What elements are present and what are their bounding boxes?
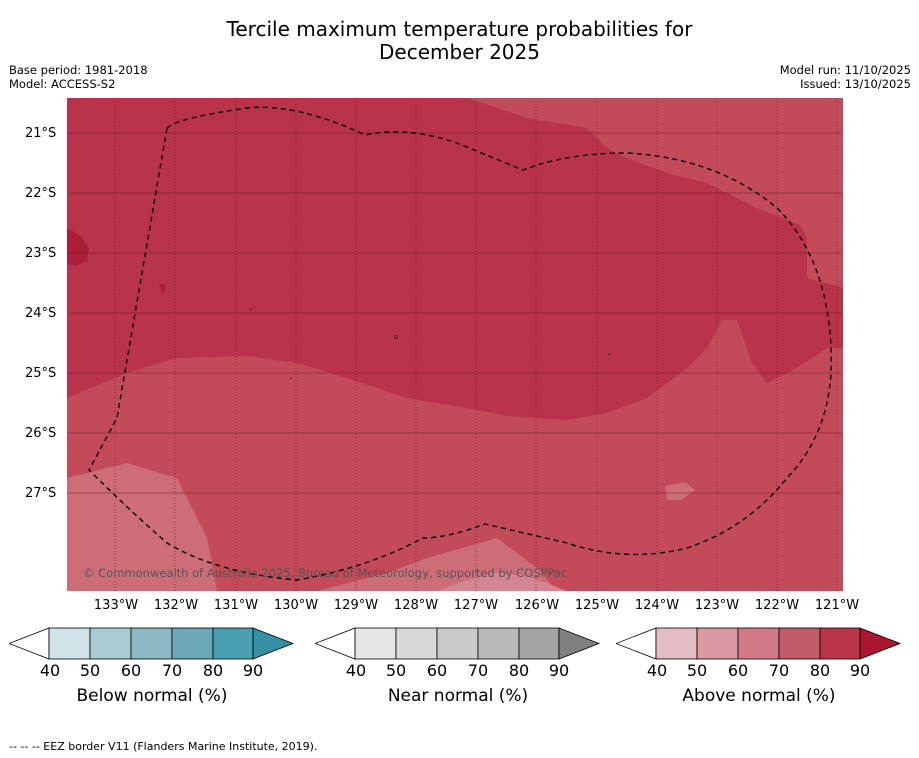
lat-label: 21°S [25,126,57,141]
lon-label: 132°W [153,598,199,613]
lon-label: 130°W [273,598,319,613]
lon-label: 122°W [754,598,800,613]
lat-label: 27°S [25,486,57,501]
cbar-swatch [89,627,132,660]
region-dark [67,98,843,420]
cbar-swatch [696,627,739,660]
lat-label: 22°S [25,186,57,201]
cbar-swatch [558,627,601,660]
cbar-swatch [395,627,438,660]
colorbar-above-title: Above normal (%) [682,686,836,706]
lon-label: 129°W [333,598,379,613]
cbar-tick: 80 [809,661,831,680]
cbar-swatch [737,627,780,660]
cbar-tick: 60 [426,661,448,680]
colorbar-below-swatches [9,627,295,660]
region-light-patch [665,482,695,500]
cbar-tick: 70 [768,661,790,680]
probability-map: o [67,98,843,591]
model-name: Model: ACCESS-S2 [9,77,116,91]
cbar-swatch [252,627,295,660]
graticule [67,132,843,494]
lon-label: 124°W [634,598,680,613]
region-darkest-spot [159,284,166,296]
colorbar-near-title: Near normal (%) [387,686,529,706]
model-run: Model run: 11/10/2025 [779,63,911,77]
left-metadata: Base period: 1981-2018 Model: ACCESS-S2 [9,63,148,91]
cbar-tick: 60 [727,661,749,680]
title-line-1: Tercile maximum temperature probabilitie… [226,17,693,41]
cbar-tick: 80 [202,661,224,680]
cbar-swatch [48,627,91,660]
right-metadata: Model run: 11/10/2025 Issued: 13/10/2025 [780,63,911,91]
eez-border [88,106,833,581]
island-dot-3 [608,353,610,355]
lon-label: 127°W [453,598,499,613]
lon-label: 125°W [574,598,620,613]
cbar-swatch [518,627,560,660]
lat-label: 25°S [25,366,57,381]
region-lighter-bottom [437,573,567,591]
lon-label: 131°W [213,598,259,613]
cbar-tick: 90 [849,661,871,680]
cbar-swatch [477,627,520,660]
cbar-tick: 80 [508,661,530,680]
cbar-tick: 40 [646,661,668,680]
cbar-swatch [9,627,50,660]
lon-label: 121°W [814,598,860,613]
cbar-swatch [616,627,657,660]
meridians [114,98,838,591]
cbar-swatch [436,627,479,660]
island-dot-1 [250,308,252,310]
cbar-tick: 90 [242,661,264,680]
cbar-swatch [859,627,902,660]
lat-label: 23°S [25,246,57,261]
base-period: Base period: 1981-2018 [9,63,148,77]
cbar-swatch [819,627,861,660]
colorbar-above-swatches [616,627,902,660]
colorbar-below-title: Below normal (%) [76,686,228,706]
cbar-swatch [354,627,397,660]
cbar-tick: 90 [548,661,570,680]
copyright-notice: © Commonwealth of Australia 2025, Bureau… [83,566,568,580]
region-light-east [757,150,843,238]
lat-label: 24°S [25,306,57,321]
cbar-tick: 60 [120,661,142,680]
cbar-tick: 40 [39,661,61,680]
cbar-swatch [171,627,214,660]
lon-label: 133°W [93,598,139,613]
cbar-swatch [315,627,356,660]
chart-title: Tercile maximum temperature probabilitie… [0,18,919,64]
cbar-swatch [130,627,173,660]
cbar-tick: 70 [161,661,183,680]
cbar-swatch [212,627,254,660]
cbar-tick: 40 [345,661,367,680]
cbar-tick: 50 [79,661,101,680]
lon-label: 128°W [393,598,439,613]
issued-date: Issued: 13/10/2025 [800,77,911,91]
island-dot-2 [290,377,292,379]
map-panel: o [67,98,843,591]
cbar-swatch [778,627,821,660]
lon-label: 126°W [514,598,560,613]
cbar-tick: 70 [467,661,489,680]
cbar-tick: 50 [385,661,407,680]
cbar-tick: 50 [686,661,708,680]
colorbar-near-swatches [315,627,601,660]
eez-footnote: -- -- -- EEZ border V11 (Flanders Marine… [9,740,318,753]
island-mark: o [394,333,398,341]
lon-label: 123°W [694,598,740,613]
title-line-2: December 2025 [379,40,540,64]
cbar-swatch [655,627,698,660]
lat-label: 26°S [25,426,57,441]
region-darkest-west [67,228,89,266]
